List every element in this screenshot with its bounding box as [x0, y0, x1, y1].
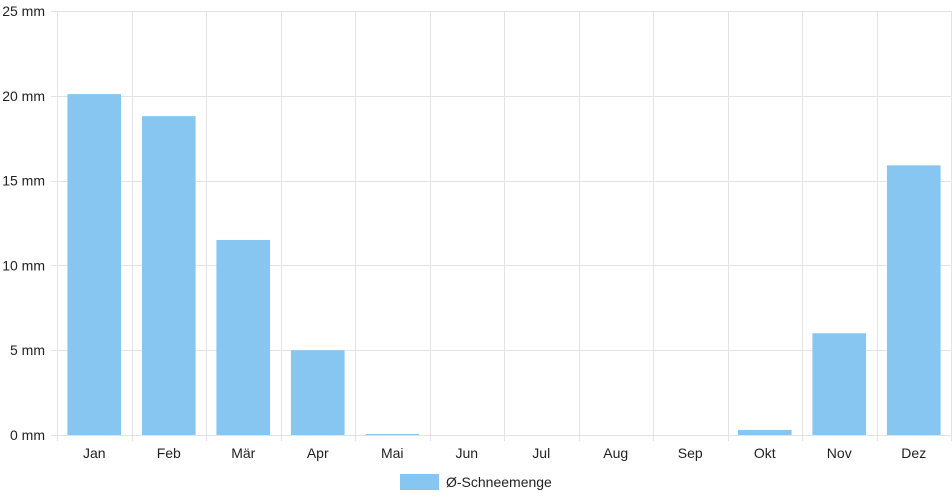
x-tick-label: Nov [827, 445, 852, 461]
bar-apr[interactable] [290, 350, 345, 435]
bar-dez[interactable] [886, 165, 941, 435]
x-tick-label: Mär [231, 445, 255, 461]
x-tick-label: Aug [603, 445, 628, 461]
x-tick-label: Okt [754, 445, 776, 461]
x-tick-label: Apr [307, 445, 329, 461]
bar-mär[interactable] [216, 239, 271, 435]
bar-jan[interactable] [67, 94, 122, 435]
x-tick-label: Dez [901, 445, 926, 461]
x-tick-label: Jan [83, 445, 106, 461]
y-tick-label: 0 mm [10, 427, 45, 443]
grid-lines [51, 11, 952, 441]
bar-nov[interactable] [812, 333, 867, 435]
x-axis: Jan Feb Mär Apr Mai Jun Jul Aug Sep Okt Nov Dez [83, 445, 926, 461]
y-tick-label: 5 mm [10, 342, 45, 358]
legend-swatch [400, 474, 439, 490]
x-tick-label: Feb [157, 445, 181, 461]
y-tick-label: 10 mm [2, 257, 45, 273]
bar-mai[interactable] [365, 434, 420, 435]
legend[interactable]: Ø-Schneemenge [400, 474, 552, 490]
x-tick-label: Jun [455, 445, 478, 461]
y-axis: 0 mm 5 mm 10 mm 15 mm 20 mm 25 mm [2, 3, 45, 443]
x-tick-label: Jul [532, 445, 550, 461]
y-tick-label: 25 mm [2, 3, 45, 19]
x-tick-label: Sep [678, 445, 703, 461]
x-tick-label: Mai [381, 445, 404, 461]
bar-okt[interactable] [737, 429, 792, 435]
bar-series [67, 94, 941, 435]
y-tick-label: 15 mm [2, 173, 45, 189]
legend-label: Ø-Schneemenge [446, 474, 552, 490]
y-tick-label: 20 mm [2, 88, 45, 104]
bar-feb[interactable] [141, 116, 196, 435]
